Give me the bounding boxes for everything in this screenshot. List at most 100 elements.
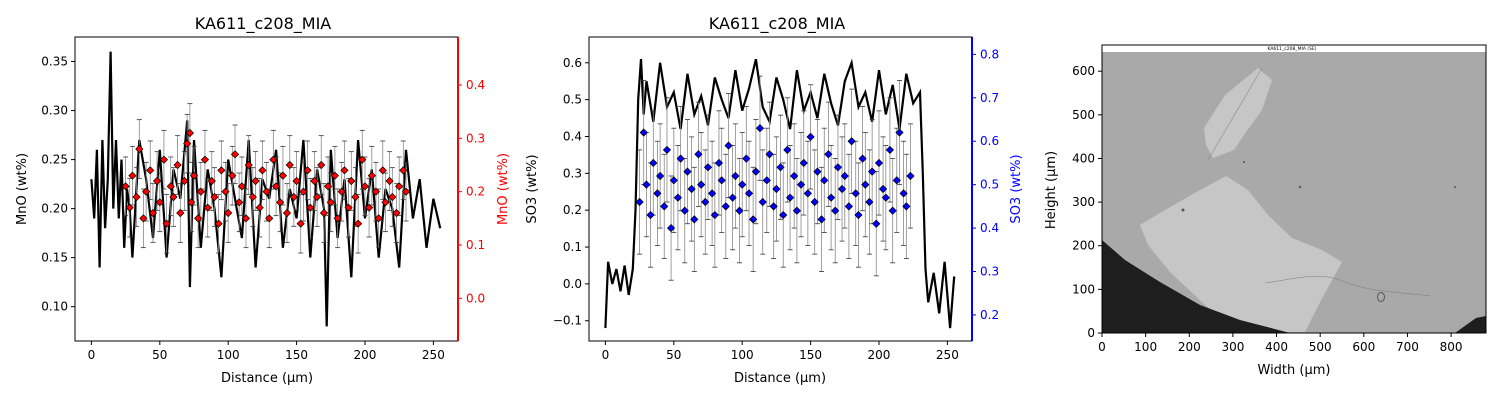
data-point-marker [744,189,754,198]
data-point-marker [731,171,740,181]
data-point-marker [751,167,760,176]
data-point-marker [333,214,342,223]
data-point-marker [248,192,257,202]
data-point-marker [187,198,196,207]
right-tick-label: 0.3 [466,131,485,145]
right-tick-label: 0.4 [980,221,999,235]
data-point-marker [878,184,888,194]
right-tick-label: 0.2 [466,185,485,199]
data-point-marker [203,203,212,212]
data-point-marker [180,176,189,186]
y-axis-ticks: 0 100 200 300 400 500 600 [1072,64,1102,340]
data-point-marker [776,163,785,172]
pit-feature [1181,208,1185,212]
data-point-marker [169,192,178,202]
data-point-marker [708,189,717,198]
data-point-marker [851,189,860,198]
crack-line [1264,276,1431,297]
data-point-marker [701,197,710,207]
data-point-marker [844,202,853,211]
data-point-marker [296,219,305,228]
y-tick-label: 0.6 [563,56,582,70]
data-point-marker [255,203,264,212]
data-point-marker [132,192,141,202]
data-point-marker [326,198,335,207]
data-point-marker [269,155,278,164]
data-point-marker [680,206,689,215]
x-tick-label: 300 [1221,340,1244,354]
right-tick-label: 0.1 [466,238,485,252]
data-point-marker [374,214,383,223]
data-point-marker [662,145,672,155]
right-tick-label: 0.5 [980,178,999,192]
data-point-marker [906,171,915,181]
data-point-marker [885,145,895,155]
data-point-marker [367,171,376,180]
data-point-marker [313,192,322,202]
profile-line [90,51,442,327]
y-axis-label: MnO (wt%) [15,153,30,225]
right-axis-ticks: 0.2 0.3 0.4 0.5 0.6 0.7 0.8 [972,47,999,322]
data-point-marker [303,166,312,175]
right-y-axis-label: SO3 (wt%) [1009,154,1024,223]
data-point-marker [755,124,765,133]
data-point-marker [135,144,144,154]
y-tick-label: 0 [1087,326,1095,340]
x-tick-label: 100 [217,348,240,362]
data-point-marker [728,193,737,202]
data-point-marker [351,192,360,202]
data-point-marker [371,187,381,196]
data-point-marker [888,206,897,215]
data-point-marker [868,167,877,176]
data-point-marker [173,160,182,170]
y-axis-label: Height (µm) [1044,151,1059,229]
data-point-marker [262,187,271,196]
y-tick-label: 400 [1072,151,1095,165]
data-point-marker [207,176,216,186]
x-tick-label: 700 [1396,340,1419,354]
data-point-marker [217,166,226,175]
x-tick-label: 250 [422,348,445,362]
data-point-marker [735,206,744,215]
y-tick-label: 0.35 [41,55,68,69]
data-point-marker [399,166,408,175]
inclusion-feature [1377,292,1385,302]
data-point-marker [228,171,237,180]
data-point-marker [278,171,288,180]
data-point-marker [653,189,662,198]
data-point-marker [881,193,890,202]
data-point-marker [858,154,867,163]
right-tick-label: 0.4 [466,78,485,92]
data-point-marker [395,182,404,191]
y-tick-label: 500 [1072,108,1095,122]
mno-profile-panel: KA611_c208_MIA 0 50 100 150 200 250 0.100.150… [15,14,511,386]
data-point-marker [358,155,367,164]
data-point-marker [872,219,881,228]
x-tick-label: 150 [799,348,822,362]
data-point-marker [340,166,349,175]
data-point-marker [230,150,240,159]
y-tick-label: 0.25 [41,153,68,167]
data-point-marker [666,223,676,233]
data-point-marker [765,150,774,159]
data-point-marker [762,176,771,185]
data-point-marker [139,214,148,223]
data-point-marker [196,187,205,196]
x-axis-label: Width (µm) [1258,363,1331,378]
data-point-marker [669,176,678,185]
data-point-marker [783,145,792,155]
data-point-marker [694,150,703,159]
data-point-marker [758,197,767,207]
data-point-marker [200,155,210,164]
data-point-marker [847,137,856,146]
data-point-marker [189,171,199,180]
data-point-marker [642,180,651,189]
data-point-marker [224,208,233,218]
data-point-marker [354,219,363,228]
plot-area [90,51,442,327]
right-axis-ticks: 0.0 0.1 0.2 0.3 0.4 [458,78,485,305]
data-point-marker [378,166,387,175]
data-point-marker [792,206,802,215]
y-tick-label: 100 [1072,282,1095,296]
data-point-marker [639,128,648,137]
